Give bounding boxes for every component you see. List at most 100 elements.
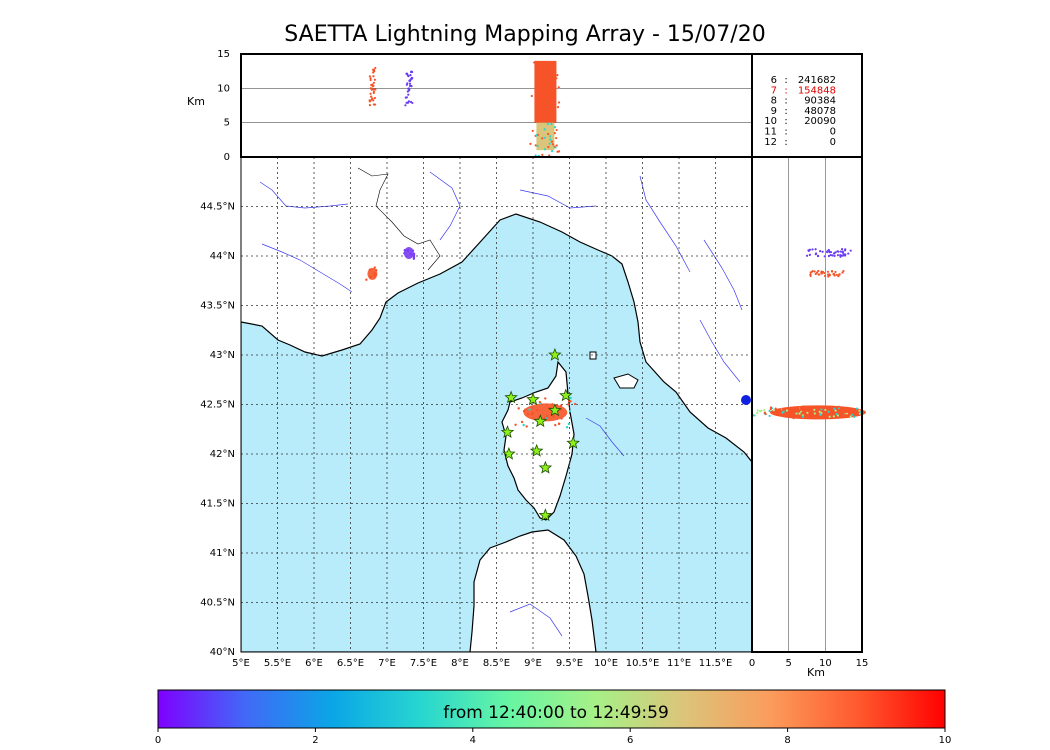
altitude-point [808, 253, 811, 256]
altitude-point [554, 126, 557, 129]
count-separator: : [784, 116, 787, 127]
altitude-point [815, 271, 819, 274]
altitude-point [758, 410, 762, 413]
station-star [526, 392, 540, 406]
count-separator: : [784, 85, 787, 96]
lightning-point [375, 269, 378, 272]
altitude-point [814, 272, 817, 276]
altitude-point [851, 413, 854, 416]
altitude-point [832, 252, 836, 255]
lightning-point [369, 275, 373, 278]
altitude-point [828, 415, 831, 418]
altitude-point [539, 87, 542, 91]
altitude-point [533, 61, 536, 64]
altitude-top-tick: 5 [224, 118, 230, 129]
lon-tick-label: 10.5°E [626, 658, 660, 669]
altitude-point [546, 78, 550, 81]
altitude-point [801, 415, 805, 418]
altitude-point [837, 405, 840, 408]
altitude-point [843, 249, 847, 252]
altitude-point [813, 408, 816, 411]
lightning-point [543, 416, 546, 420]
count-separator: : [784, 106, 787, 117]
count-separator: : [784, 96, 787, 107]
lma-stations [500, 347, 580, 522]
altitude-point [836, 254, 840, 257]
altitude-point [756, 409, 759, 412]
altitude-point [408, 89, 411, 92]
altitude-side-tick: 5 [785, 658, 791, 669]
lat-tick-label: 42°N [210, 449, 235, 460]
altitude-point [853, 415, 856, 419]
altitude-point [534, 144, 537, 147]
altitude-point [548, 142, 551, 145]
station-star [502, 446, 516, 460]
altitude-point [835, 412, 838, 416]
lon-tick-label: 7°E [378, 658, 396, 669]
altitude-point [370, 88, 373, 91]
altitude-point [368, 75, 371, 78]
altitude-point [406, 101, 410, 104]
altitude-point [372, 90, 376, 93]
altitude-point [809, 274, 812, 277]
lat-ticks: 40°N 40.5°N 41°N 41.5°N 42°N 42.5°N 43°N 43.5°N… [200, 202, 235, 659]
altitude-point [840, 254, 844, 257]
altitude-point [410, 76, 413, 80]
altitude-column [534, 60, 557, 123]
altitude-point [826, 251, 829, 254]
lon-tick-label: 10°E [594, 658, 618, 669]
altitude-point [792, 413, 795, 416]
altitude-point [837, 275, 840, 278]
count-stations: 10 [764, 116, 777, 127]
altitude-point [839, 250, 842, 253]
altitude-point [820, 408, 823, 411]
station-star [533, 414, 548, 428]
lon-tick-label: 5.5°E [264, 658, 291, 669]
count-separator: : [784, 127, 787, 138]
altitude-point [823, 274, 827, 278]
lon-tick-label: 8°E [451, 658, 469, 669]
altitude-point [557, 150, 561, 153]
altitude-point [406, 82, 409, 85]
altitude-point [806, 405, 809, 408]
altitude-point [550, 122, 553, 126]
altitude-point [806, 411, 809, 414]
station-count-panel: 6:2416827:1548488:903849:4807810:2009011… [751, 53, 863, 158]
lon-tick-label: 11°E [667, 658, 691, 669]
lightning-point [403, 252, 406, 255]
altitude-point [833, 407, 836, 410]
colorbar-tick-label: 2 [312, 735, 318, 746]
altitude-point [370, 83, 373, 87]
colorbar-tick-label: 10 [939, 735, 952, 746]
altitude-point [799, 406, 802, 410]
lightning-point [557, 422, 561, 426]
altitude-point [557, 101, 561, 104]
station-star [538, 508, 553, 522]
altitude-point [555, 136, 558, 140]
lightning-point [551, 403, 554, 406]
altitude-point [551, 143, 555, 146]
count-value: 241682 [798, 75, 836, 86]
altitude-point [845, 413, 848, 417]
altitude-point [835, 273, 838, 277]
altitude-top-ylabel: Km [187, 95, 205, 108]
lightning-point [573, 402, 577, 406]
colorbar-tick-label: 6 [627, 735, 633, 746]
altitude-point [832, 415, 835, 418]
station-star [548, 347, 562, 361]
lightning-point [520, 420, 524, 424]
altitude-point [405, 96, 408, 99]
altitude-point [818, 249, 822, 253]
altitude-point [373, 78, 376, 81]
altitude-point [798, 412, 801, 415]
count-value: 20090 [804, 116, 836, 127]
lightning-point [560, 408, 563, 412]
altitude-point [838, 273, 841, 276]
altitude-point [554, 146, 557, 149]
lightning-point [559, 404, 563, 407]
station-star [504, 390, 518, 404]
altitude-point [543, 148, 547, 151]
altitude-side-xlabel: Km [807, 666, 825, 679]
altitude-point [549, 138, 552, 141]
